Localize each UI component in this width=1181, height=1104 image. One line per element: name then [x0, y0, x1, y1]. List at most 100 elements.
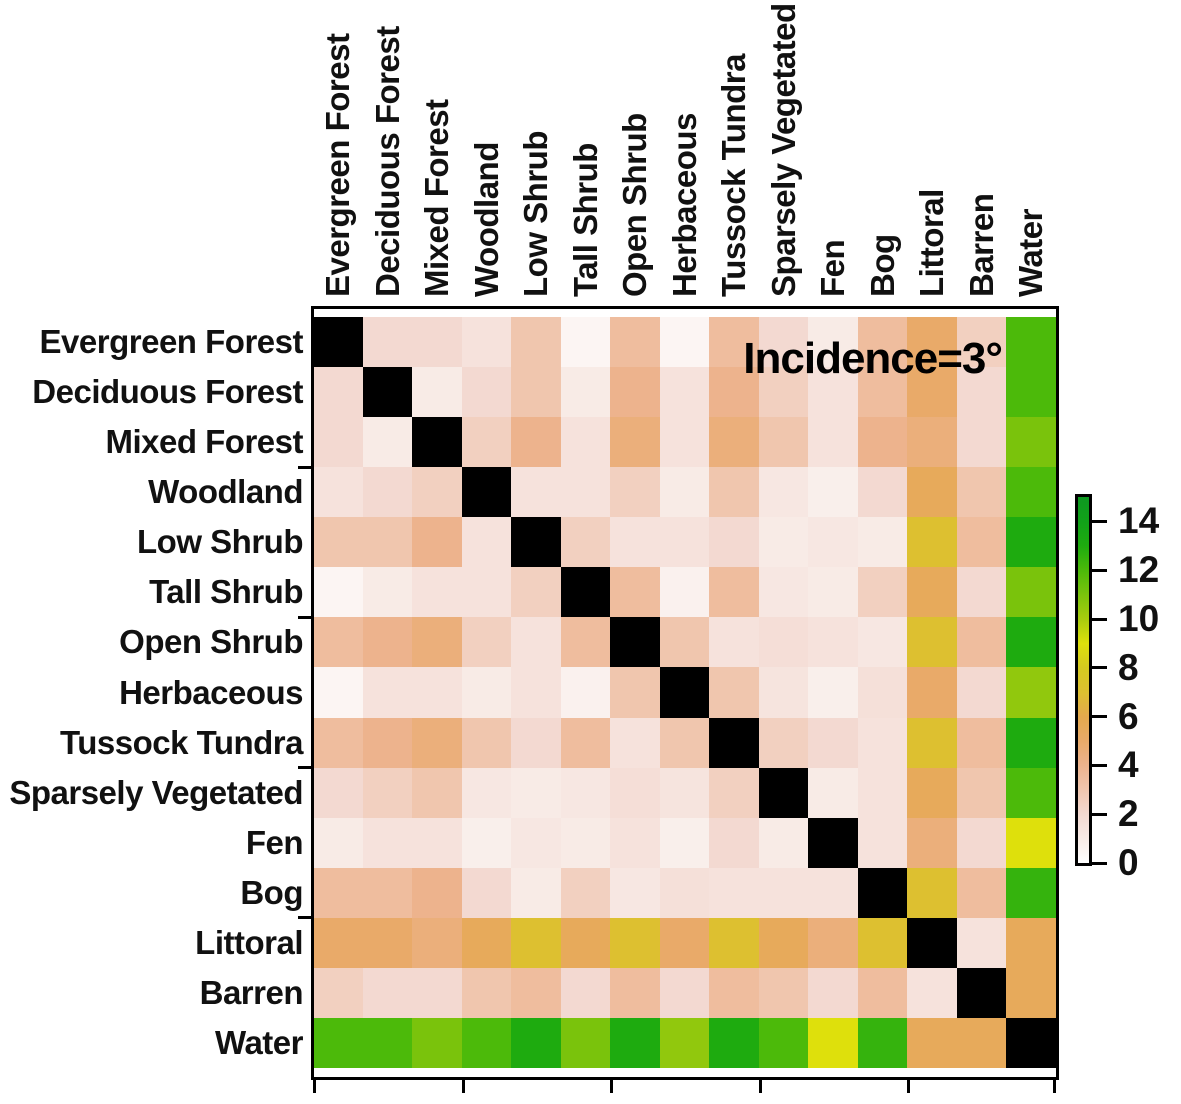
heatmap-cell: [709, 517, 759, 568]
colorbar-tick: [1092, 617, 1107, 621]
heatmap-cell: [412, 767, 462, 818]
heatmap-cell: [362, 767, 413, 818]
row-label: Evergreen Forest: [39, 323, 304, 361]
heatmap-cell: [808, 717, 858, 768]
x-axis-tick: [907, 1080, 911, 1093]
heatmap-cell: [808, 367, 858, 418]
heatmap-cell: [1006, 817, 1056, 868]
heatmap-cell: [560, 717, 611, 768]
heatmap-cell: [412, 667, 462, 718]
heatmap-cell: [511, 967, 561, 1018]
heatmap-cell: [1006, 367, 1056, 418]
heatmap-cell: [560, 1017, 611, 1068]
x-axis-tick: [758, 1080, 762, 1093]
heatmap-cell: [907, 917, 957, 968]
colorbar-tick-label: 2: [1118, 793, 1139, 835]
heatmap-cell: [956, 567, 1007, 618]
colorbar-tick: [1092, 519, 1107, 523]
colorbar-tick: [1092, 666, 1107, 670]
heatmap-cell: [956, 467, 1007, 518]
heatmap-cell: [560, 567, 611, 618]
heatmap-cell: [362, 1017, 413, 1068]
heatmap-cell: [808, 567, 858, 618]
heatmap-cell: [1006, 967, 1056, 1018]
heatmap-cell: [758, 617, 809, 668]
colorbar-tick: [1092, 812, 1107, 816]
heatmap-cell: [1006, 467, 1056, 518]
heatmap-cell: [758, 517, 809, 568]
y-axis-tick: [298, 766, 311, 770]
colorbar-tick-label: 12: [1118, 549, 1160, 591]
heatmap-cell: [857, 817, 908, 868]
heatmap-cell: [907, 817, 957, 868]
heatmap-cell: [709, 1017, 759, 1068]
heatmap-cell: [857, 967, 908, 1018]
heatmap-cell: [412, 867, 462, 918]
heatmap-cell: [907, 617, 957, 668]
row-label: Herbaceous: [119, 673, 303, 711]
x-axis-tick: [313, 1080, 316, 1093]
heatmap-cell: [511, 917, 561, 968]
heatmap-cell: [659, 617, 710, 668]
heatmap-cell: [808, 517, 858, 568]
heatmap-cell: [560, 617, 611, 668]
heatmap-cell: [362, 717, 413, 768]
column-label: Herbaceous: [665, 113, 703, 297]
heatmap-cell: [907, 967, 957, 1018]
heatmap-cell: [313, 967, 363, 1018]
heatmap-cell: [907, 867, 957, 918]
heatmap-cell: [758, 467, 809, 518]
row-label: Mixed Forest: [105, 423, 303, 461]
heatmap-cell: [313, 767, 363, 818]
row-label: Sparsely Vegetated: [9, 773, 303, 811]
colorbar-tick: [1092, 861, 1107, 865]
heatmap-cell: [313, 467, 363, 518]
heatmap-cell: [412, 967, 462, 1018]
heatmap-cell: [758, 717, 809, 768]
heatmap-cell: [610, 1017, 660, 1068]
x-axis-tick: [461, 1080, 465, 1093]
heatmap-cell: [857, 367, 908, 418]
heatmap-cell: [610, 917, 660, 968]
row-label: Tussock Tundra: [60, 723, 303, 761]
heatmap-cell: [511, 317, 561, 368]
heatmap-cell: [511, 517, 561, 568]
heatmap-cell: [610, 667, 660, 718]
colorbar-tick-label: 6: [1118, 695, 1139, 737]
y-axis-tick: [298, 465, 311, 469]
row-label: Water: [215, 1023, 303, 1061]
heatmap-cell: [610, 417, 660, 468]
heatmap-cell: [857, 917, 908, 968]
heatmap-cell: [560, 467, 611, 518]
heatmap-cell: [511, 567, 561, 618]
colorbar-tick-label: 10: [1118, 598, 1160, 639]
heatmap-cell: [511, 417, 561, 468]
heatmap-cell: [362, 617, 413, 668]
heatmap-cell: [461, 767, 512, 818]
heatmap-cell: [709, 567, 759, 618]
heatmap-cell: [362, 967, 413, 1018]
heatmap-cell: [610, 517, 660, 568]
heatmap-cell: [758, 1017, 809, 1068]
heatmap-cell: [1006, 617, 1056, 668]
heatmap-cell: [709, 617, 759, 668]
heatmap-cell: [808, 667, 858, 718]
heatmap-cell: [659, 567, 710, 618]
heatmap-cell: [461, 717, 512, 768]
heatmap-cell: [560, 767, 611, 818]
heatmap-cell: [511, 1017, 561, 1068]
row-label: Bog: [240, 873, 303, 911]
heatmap-cell: [461, 867, 512, 918]
heatmap-cell: [412, 517, 462, 568]
heatmap-cell: [659, 667, 710, 718]
heatmap-cell: [659, 767, 710, 818]
heatmap-cell: [808, 817, 858, 868]
heatmap-cell: [907, 467, 957, 518]
heatmap-cell: [709, 717, 759, 768]
heatmap-cell: [709, 817, 759, 868]
heatmap-cell: [956, 617, 1007, 668]
heatmap-cell: [1006, 867, 1056, 918]
heatmap-cell: [857, 567, 908, 618]
heatmap-cell: [709, 867, 759, 918]
column-label: Low Shrub: [516, 131, 554, 297]
